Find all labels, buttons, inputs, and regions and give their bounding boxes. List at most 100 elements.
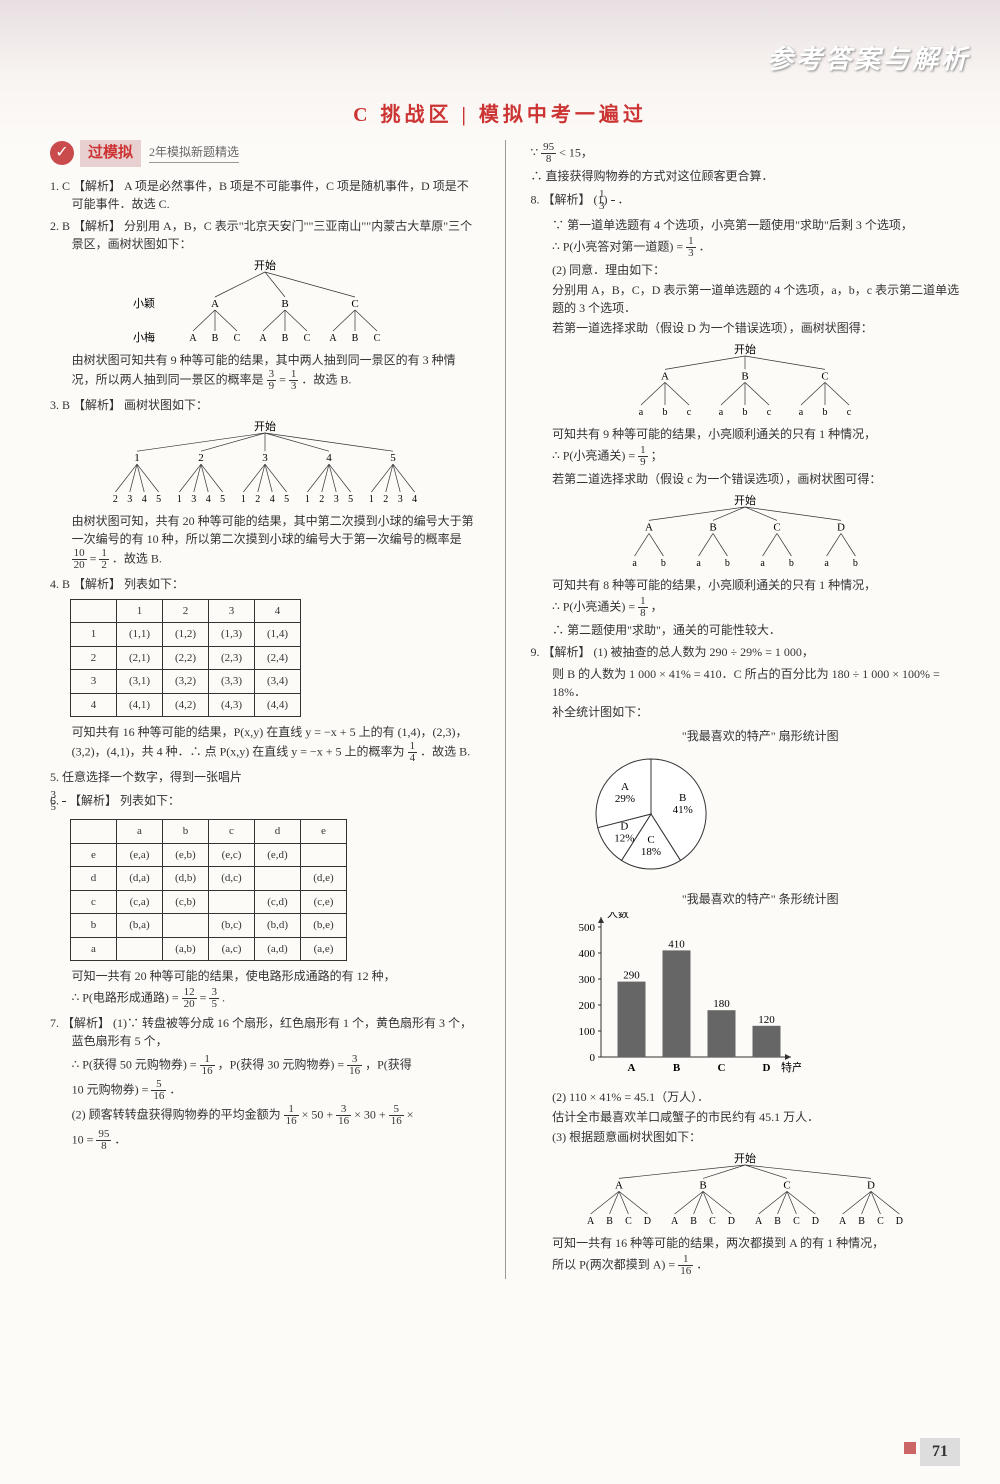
svg-text:a: a: [799, 407, 804, 418]
q6-ans-frac: 35: [62, 790, 66, 813]
q9-t2: 则 B 的人数为 1 000 × 41% = 410．C 所占的百分比为 180…: [552, 665, 960, 701]
svg-text:B: B: [690, 1216, 697, 1227]
svg-text:特产: 特产: [781, 1060, 801, 1074]
q8-tree2: 开始ABCDabababab: [585, 492, 905, 572]
q9-tag: 【解析】: [543, 645, 591, 659]
svg-text:B: B: [351, 333, 358, 344]
q8-t3: ∴ P(小亮答对第一道题) = 13 ．: [552, 236, 960, 259]
q8-t8b: ；: [651, 448, 663, 462]
svg-text:C: C: [373, 333, 380, 344]
q7-fracd: 116: [284, 1104, 299, 1127]
q8-t7: 可知共有 9 种等可能的结果，小亮顺利通关的只有 1 种情况，: [552, 425, 960, 443]
svg-text:b: b: [853, 558, 858, 569]
q9-frac8: 116: [678, 1254, 693, 1277]
q8-t3a: ∴ P(小亮答对第一道题) =: [552, 239, 686, 253]
q9-num: 9.: [531, 645, 540, 659]
svg-text:b: b: [789, 558, 794, 569]
svg-text:180: 180: [713, 998, 730, 1010]
svg-text:3: 3: [127, 494, 132, 505]
svg-text:5: 5: [284, 494, 289, 505]
svg-text:A: A: [189, 333, 197, 344]
svg-text:2: 2: [383, 494, 388, 505]
svg-text:B: B: [211, 333, 218, 344]
svg-text:410: 410: [668, 938, 685, 950]
q2-num: 2.: [50, 219, 59, 233]
svg-text:c: c: [687, 407, 692, 418]
svg-text:2: 2: [198, 452, 204, 464]
left-column: ✓ 过模拟 2年模拟新题精选 1. C 【解析】 A 项是必然事件，B 项是不可…: [50, 140, 480, 1279]
svg-text:A: A: [627, 1062, 635, 1074]
svg-text:C: C: [784, 1179, 791, 1191]
q8-t4: (2) 同意．理由如下：: [552, 261, 960, 279]
q1-text: A 项是必然事件，B 项是不可能事件，C 项是随机事件，D 项是不可能事件．故选…: [72, 179, 469, 211]
svg-text:4: 4: [269, 494, 274, 505]
q8-t11a: ∴ P(小亮通关) =: [552, 599, 638, 613]
q9-t4: (2) 110 × 41% = 45.1（万人）．: [552, 1088, 960, 1106]
q4-pre: 列表如下：: [124, 577, 184, 591]
svg-text:a: a: [639, 407, 644, 418]
q9-t3: 补全统计图如下：: [552, 703, 960, 721]
svg-text:290: 290: [623, 970, 640, 982]
q8-t8: ∴ P(小亮通关) = 19 ；: [552, 445, 960, 468]
q7-t4d: ×: [407, 1107, 414, 1121]
svg-text:C: C: [709, 1216, 716, 1227]
svg-text:C: C: [647, 834, 654, 846]
svg-text:1: 1: [134, 452, 140, 464]
q4-tail: ．故选 B.: [420, 744, 470, 758]
svg-text:A: A: [587, 1216, 595, 1227]
svg-text:4: 4: [412, 494, 417, 505]
column-divider: [505, 140, 506, 1279]
q2: 2. B 【解析】 分别用 A，B，C 表示"北京天安门""三亚南山""内蒙古大…: [50, 217, 480, 253]
svg-text:3: 3: [262, 452, 268, 464]
q8-t8a: ∴ P(小亮通关) =: [552, 448, 638, 462]
svg-text:5: 5: [156, 494, 161, 505]
svg-text:A: A: [671, 1216, 679, 1227]
svg-text:5: 5: [348, 494, 353, 505]
svg-text:c: c: [767, 407, 772, 418]
svg-text:小梅: 小梅: [133, 330, 155, 344]
svg-text:a: a: [761, 558, 766, 569]
svg-text:b: b: [663, 407, 668, 418]
q7-text1: (1)∵ 转盘被等分成 16 个扇形，红色扇形有 1 个，黄色扇形有 3 个，蓝…: [72, 1016, 472, 1048]
q2-tree: 开始小颖小梅AABCBABCCABC: [115, 257, 415, 347]
pie-svg: B41%C18%D12%A29%: [561, 749, 741, 879]
q6-frac2: 35: [209, 987, 219, 1010]
q8-t11b: ，: [651, 599, 663, 613]
q5-num: 5.: [50, 770, 59, 784]
q8-tag: 【解析】: [543, 192, 591, 206]
svg-text:a: a: [825, 558, 830, 569]
svg-text:300: 300: [578, 974, 595, 986]
q7-t4c: × 30 +: [354, 1107, 389, 1121]
q7-l2b: ，P(获得 30 元购物券) =: [218, 1057, 347, 1071]
svg-text:D: D: [728, 1216, 735, 1227]
q2-tail: ．故选 B.: [301, 372, 351, 386]
svg-text:C: C: [351, 298, 358, 310]
q7-fracf: 516: [389, 1104, 404, 1127]
r7-frac: 958: [541, 142, 556, 165]
svg-text:4: 4: [141, 494, 146, 505]
svg-text:A: A: [620, 781, 628, 793]
svg-text:A: A: [329, 333, 337, 344]
q4-num: 4.: [50, 577, 59, 591]
q7-tag: 【解析】: [62, 1016, 110, 1030]
q8-t6: 若第一道选择求助（假设 D 为一个错误选项），画树状图得：: [552, 319, 960, 337]
r7-concl: ∴ 直接获得购物券的方式对这位顾客更合算．: [531, 167, 961, 185]
q7-fracc: 516: [151, 1079, 166, 1102]
q6-prob: ∴ P(电路形成通路) = 1220 = 35 .: [72, 987, 480, 1010]
q6-table: abcdee(e,a)(e,b)(e,c)(e,d)d(d,a)(d,b)(d,…: [70, 819, 347, 961]
svg-text:C: C: [774, 521, 781, 533]
svg-text:D: D: [762, 1062, 770, 1074]
svg-text:C: C: [303, 333, 310, 344]
q8-frac8: 19: [638, 445, 648, 468]
svg-text:开始: 开始: [254, 419, 276, 433]
q4-table: 12341(1,1)(1,2)(1,3)(1,4)2(2,1)(2,2)(2,3…: [70, 599, 301, 718]
svg-text:B: B: [606, 1216, 613, 1227]
svg-text:4: 4: [326, 452, 332, 464]
svg-text:人数: 人数: [607, 912, 629, 920]
svg-text:D: D: [896, 1216, 903, 1227]
q3-tree: 开始1234523451345124512351234: [65, 418, 465, 508]
svg-text:D: D: [620, 820, 628, 832]
q9-t5: 估计全市最喜欢羊口咸蟹子的市民约有 45.1 万人．: [552, 1108, 960, 1126]
q3-tag: 【解析】: [73, 398, 121, 412]
q8-frac11: 18: [638, 596, 648, 619]
